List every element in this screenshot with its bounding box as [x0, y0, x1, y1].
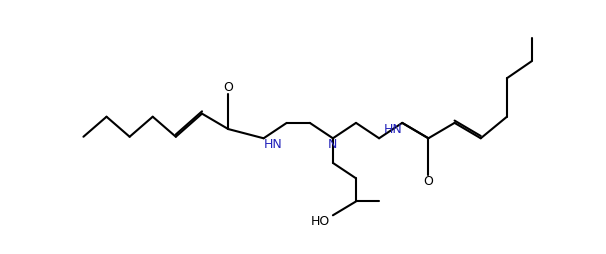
Text: HN: HN	[384, 122, 402, 136]
Text: HN: HN	[264, 138, 282, 151]
Text: O: O	[424, 175, 433, 188]
Text: N: N	[328, 138, 338, 151]
Text: O: O	[223, 81, 233, 94]
Text: HO: HO	[310, 215, 330, 228]
